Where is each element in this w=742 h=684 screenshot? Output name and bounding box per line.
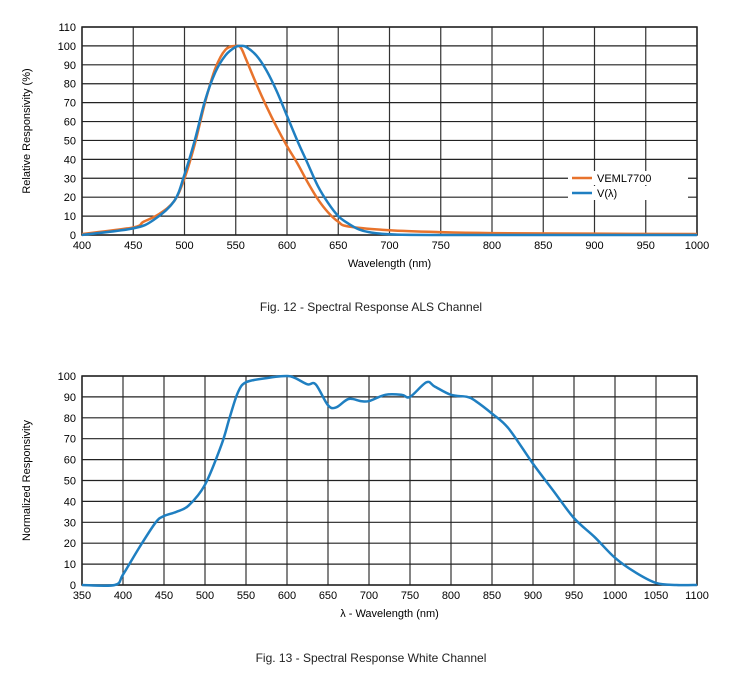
plot-frame — [81, 375, 698, 586]
y-tick-label: 50 — [64, 135, 76, 147]
x-tick-label: 450 — [155, 590, 173, 602]
x-tick-label: 500 — [175, 240, 193, 252]
x-tick-label: 1050 — [644, 590, 668, 602]
series-line-v- — [81, 44, 698, 237]
x-tick-label: 650 — [329, 240, 347, 252]
y-tick-label: 30 — [64, 517, 76, 529]
y-tick-label: 80 — [64, 79, 76, 91]
x-tick-label: 700 — [380, 240, 398, 252]
x-tick-label: 550 — [227, 240, 245, 252]
legend-bg — [568, 171, 688, 185]
x-tick-label: 650 — [319, 590, 337, 602]
y-tick-label: 90 — [64, 60, 76, 72]
legend-label: V(λ) — [597, 188, 617, 200]
x-tick-label: 400 — [73, 240, 91, 252]
x-tick-label: 700 — [360, 590, 378, 602]
y-tick-label: 30 — [64, 173, 76, 185]
y-axis-label: Relative Responsivity (%) — [21, 68, 33, 193]
y-tick-label: 60 — [64, 455, 76, 467]
x-tick-label: 1100 — [685, 590, 709, 602]
x-tick-label: 750 — [432, 240, 450, 252]
y-tick-label: 50 — [64, 476, 76, 488]
x-tick-label: 350 — [73, 590, 91, 602]
fig13-caption: Fig. 13 - Spectral Response White Channe… — [255, 651, 487, 665]
legend-bg — [568, 186, 688, 200]
y-tick-label: 100 — [58, 41, 76, 53]
y-tick-label: 40 — [64, 154, 76, 166]
y-tick-label: 0 — [70, 230, 76, 242]
y-tick-label: 90 — [64, 392, 76, 404]
y-tick-label: 20 — [64, 192, 76, 204]
y-tick-label: 20 — [64, 538, 76, 550]
x-tick-label: 950 — [565, 590, 583, 602]
y-tick-label: 0 — [70, 580, 76, 592]
x-tick-label: 600 — [278, 240, 296, 252]
x-tick-label: 950 — [637, 240, 655, 252]
y-tick-label: 60 — [64, 117, 76, 129]
x-axis-label: λ - Wavelength (nm) — [340, 608, 439, 620]
x-tick-label: 1000 — [603, 590, 627, 602]
x-tick-label: 1000 — [685, 240, 709, 252]
y-axis-label: Normalized Responsivity — [21, 419, 33, 541]
x-tick-label: 850 — [534, 240, 552, 252]
y-tick-label: 100 — [58, 371, 76, 383]
x-axis-label: Wavelength (nm) — [348, 258, 431, 270]
legend-label: VEML7700 — [597, 173, 651, 185]
x-tick-label: 550 — [237, 590, 255, 602]
x-tick-label: 800 — [483, 240, 501, 252]
y-tick-label: 110 — [58, 22, 76, 34]
x-tick-label: 450 — [124, 240, 142, 252]
x-tick-label: 900 — [585, 240, 603, 252]
x-tick-label: 750 — [401, 590, 419, 602]
series-line-white — [81, 374, 698, 588]
y-tick-label: 80 — [64, 413, 76, 425]
y-tick-label: 10 — [64, 211, 76, 223]
x-tick-label: 400 — [114, 590, 132, 602]
x-tick-label: 800 — [442, 590, 460, 602]
x-tick-label: 600 — [278, 590, 296, 602]
x-tick-label: 900 — [524, 590, 542, 602]
y-tick-label: 70 — [64, 98, 76, 110]
x-tick-label: 850 — [483, 590, 501, 602]
y-tick-label: 70 — [64, 434, 76, 446]
y-tick-label: 40 — [64, 496, 76, 508]
x-tick-label: 500 — [196, 590, 214, 602]
y-tick-label: 10 — [64, 559, 76, 571]
fig12-caption: Fig. 12 - Spectral Response ALS Channel — [259, 300, 483, 314]
